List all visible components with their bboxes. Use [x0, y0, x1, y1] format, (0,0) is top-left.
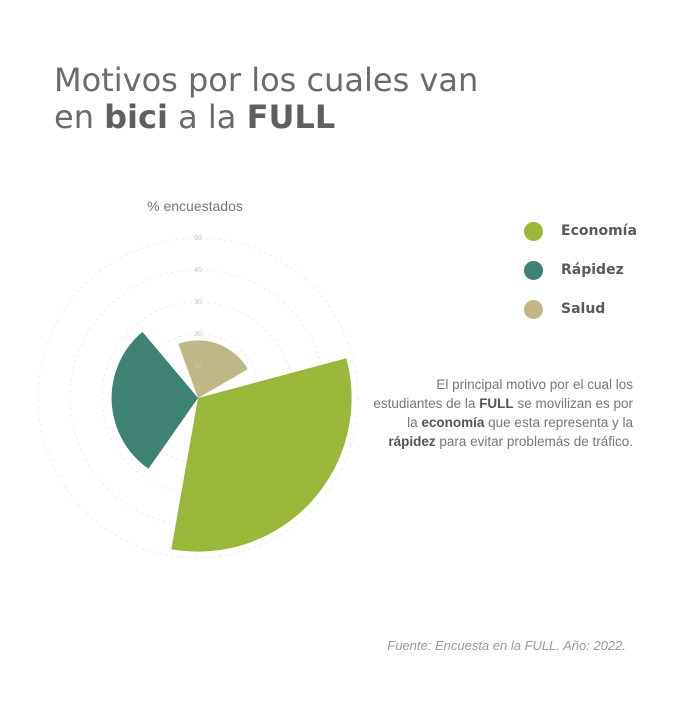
axis-label: % encuestados: [147, 198, 243, 214]
note-bold-economia: economía: [421, 415, 484, 430]
note-bold-full: FULL: [479, 396, 514, 411]
legend-item-salud: Salud: [524, 296, 637, 322]
legend-label-salud: Salud: [561, 301, 605, 317]
legend-item-economia: Economía: [524, 218, 637, 244]
tick-label-50: 50: [194, 235, 202, 242]
note-part-3: que esta representa y la: [484, 415, 633, 430]
legend-item-rapidez: Rápidez: [524, 257, 637, 283]
tick-label-40: 40: [194, 267, 202, 274]
legend-swatch-economia: [524, 222, 543, 241]
tick-label-10: 10: [194, 363, 202, 370]
tick-label-20: 20: [194, 331, 202, 338]
sectors: [112, 332, 352, 552]
legend-label-rapidez: Rápidez: [561, 262, 624, 278]
source-note: Fuente: Encuesta en la FULL. Año: 2022.: [387, 638, 626, 653]
note-bold-rapidez: rápidez: [388, 434, 435, 449]
legend-label-economia: Economía: [561, 223, 637, 239]
legend: Economía Rápidez Salud: [524, 218, 637, 335]
annotation-text: El principal motivo por el cual los estu…: [373, 375, 633, 451]
note-part-4: para evitar problemás de tráfico.: [436, 434, 633, 449]
tick-label-30: 30: [194, 299, 202, 306]
legend-swatch-rapidez: [524, 261, 543, 280]
legend-swatch-salud: [524, 300, 543, 319]
